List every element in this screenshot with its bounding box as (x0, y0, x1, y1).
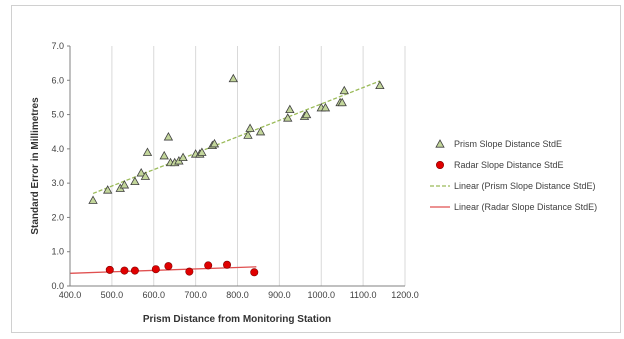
legend-label: Linear (Radar Slope Distance StdE) (454, 202, 597, 212)
prism-data-point (285, 104, 295, 114)
legend-marker-radar (435, 161, 444, 170)
x-tick-label: 1100.0 (350, 290, 377, 300)
radar-data-point (223, 260, 232, 269)
x-tick-label: 500.0 (101, 290, 124, 300)
prism-data-point (243, 130, 253, 139)
prism-data-point (337, 97, 347, 107)
prism-data-point (119, 180, 130, 189)
prism-data-point (197, 147, 207, 156)
prism-data-point (209, 138, 220, 148)
chart-frame (11, 5, 621, 333)
prism-data-point (136, 168, 146, 177)
x-tick-label: 600.0 (142, 290, 165, 300)
y-tick-label: 3.0 (51, 178, 64, 188)
x-tick-label: 400.0 (59, 290, 82, 300)
prism-data-point (228, 73, 238, 83)
prism-data-point (245, 123, 255, 132)
prism-data-point (283, 113, 293, 122)
radar-data-point (120, 266, 129, 275)
data-points (88, 73, 385, 277)
x-tick-label: 800.0 (226, 290, 249, 300)
x-tick-label: 1000.0 (307, 290, 335, 300)
prism-data-point (103, 185, 113, 194)
y-tick-label: 5.0 (51, 110, 64, 120)
legend-label: Prism Slope Distance StdE (454, 139, 562, 149)
radar-data-point (204, 261, 213, 270)
trendline (92, 80, 381, 195)
x-tick-label: 700.0 (184, 290, 207, 300)
radar-data-point (105, 265, 114, 274)
radar-data-point (164, 262, 173, 271)
prism-data-point (301, 109, 312, 119)
prism-data-point (163, 132, 174, 141)
prism-data-point (178, 152, 188, 162)
y-axis-title: Standard Error in Millimetres (30, 97, 41, 235)
y-tick-label: 4.0 (51, 144, 64, 154)
y-tick-label: 1.0 (51, 247, 64, 257)
radar-data-point (151, 265, 160, 274)
prism-data-point (320, 102, 331, 112)
legend-marker-prism (435, 139, 445, 148)
prism-data-point (88, 195, 98, 204)
axes: 400.0 500.0 600.0 700.0 800.0 900.0 1000.0 1100… (51, 41, 418, 300)
prism-data-point (130, 176, 140, 186)
prism-data-point (255, 126, 266, 136)
prism-data-point (159, 150, 169, 160)
y-tick-label: 0.0 (51, 281, 64, 291)
legend-label: Radar Slope Distance StdE (454, 160, 564, 170)
radar-data-point (130, 266, 139, 275)
x-tick-label: 900.0 (268, 290, 291, 300)
y-tick-label: 2.0 (51, 212, 64, 222)
y-tick-label: 7.0 (51, 41, 64, 51)
x-tick-label: 1200.0 (391, 290, 419, 300)
legend: Prism Slope Distance StdE Radar Slope Dis… (430, 139, 597, 212)
radar-data-point (185, 267, 194, 276)
y-tick-label: 6.0 (51, 75, 64, 85)
trendlines (69, 80, 381, 274)
legend-label: Linear (Prism Slope Distance StdE) (454, 181, 596, 191)
radar-data-point (250, 268, 259, 277)
prism-data-point (142, 147, 153, 156)
prism-data-point (140, 171, 151, 180)
x-axis-title: Prism Distance from Monitoring Station (143, 314, 331, 325)
prism-data-point (339, 85, 349, 95)
prism-data-point (375, 80, 385, 90)
